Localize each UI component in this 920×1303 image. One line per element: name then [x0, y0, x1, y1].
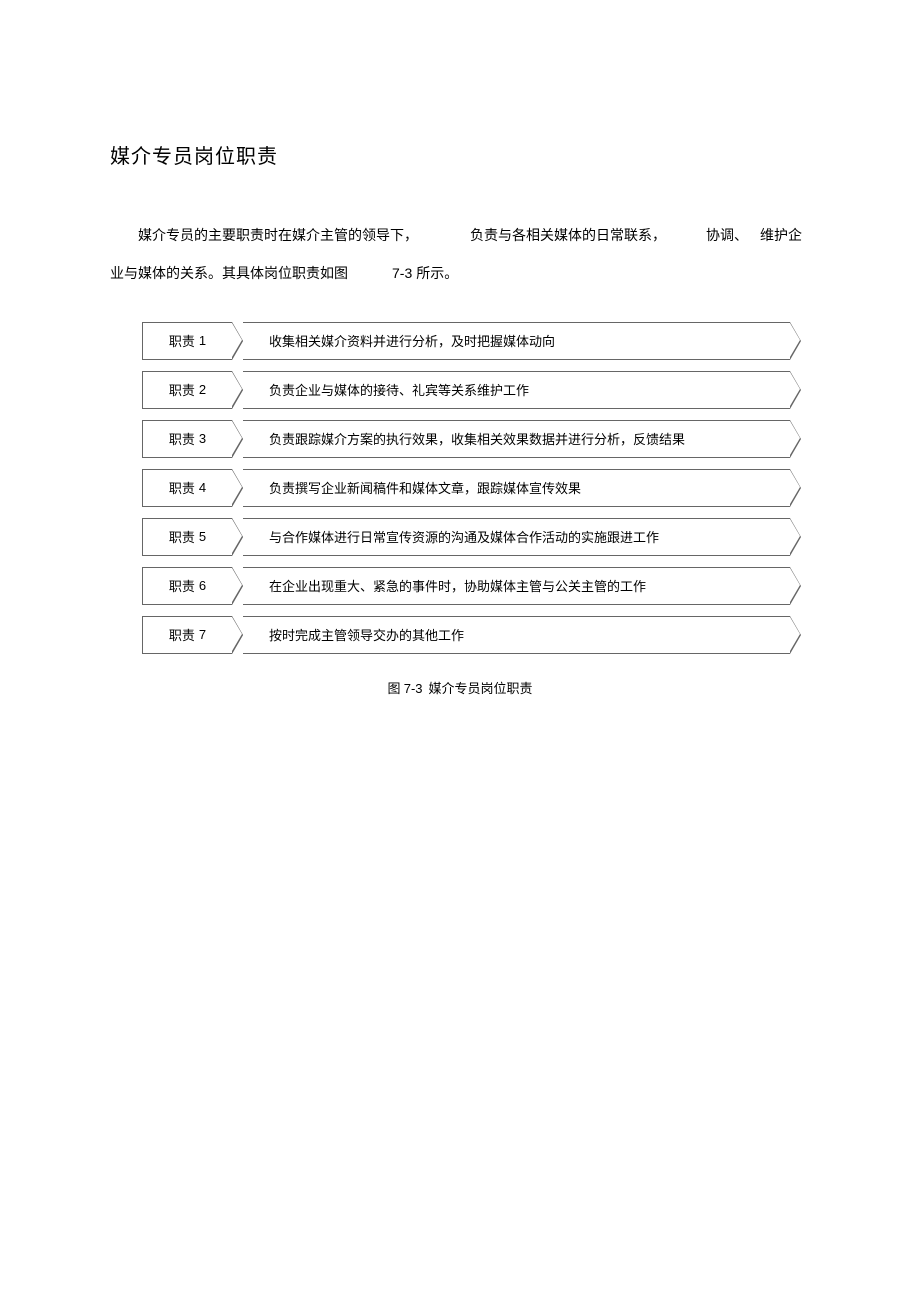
responsibility-label: 职责 7 [142, 616, 232, 654]
chevron-right-icon [232, 616, 243, 654]
chevron-right-icon [232, 518, 243, 556]
responsibility-row: 职责 3 负责跟踪媒介方案的执行效果，收集相关效果数据并进行分析，反馈结果 [142, 420, 790, 458]
responsibility-content: 按时完成主管领导交办的其他工作 [243, 616, 790, 654]
chevron-right-icon [790, 518, 801, 556]
responsibility-text: 在企业出现重大、紧急的事件时，协助媒体主管与公关主管的工作 [269, 576, 646, 595]
responsibility-content: 在企业出现重大、紧急的事件时，协助媒体主管与公关主管的工作 [243, 567, 790, 605]
responsibility-label-prefix: 职责 [169, 380, 195, 399]
responsibility-label-prefix: 职责 [169, 331, 195, 350]
responsibility-content: 负责企业与媒体的接待、礼宾等关系维护工作 [243, 371, 790, 409]
chevron-right-icon [232, 420, 243, 458]
intro-fig-ref: 7-3 [392, 265, 412, 281]
page-title: 媒介专员岗位职责 [110, 140, 810, 169]
chevron-right-icon [232, 371, 243, 409]
chevron-right-icon [790, 371, 801, 409]
intro-seg5: 所示。 [416, 267, 458, 282]
chevron-right-icon [790, 616, 801, 654]
chevron-right-icon [232, 567, 243, 605]
chevron-right-icon [790, 469, 801, 507]
intro-paragraph: 媒介专员的主要职责时在媒介主管的领导下，负责与各相关媒体的日常联系，协调、维护企… [110, 219, 810, 294]
figure-caption: 图 7-3 媒介专员岗位职责 [110, 678, 810, 697]
chevron-right-icon [790, 322, 801, 360]
responsibility-content: 负责撰写企业新闻稿件和媒体文章，跟踪媒体宣传效果 [243, 469, 790, 507]
responsibility-label-num: 1 [199, 333, 206, 348]
responsibility-label: 职责 1 [142, 322, 232, 360]
responsibility-row: 职责 6 在企业出现重大、紧急的事件时，协助媒体主管与公关主管的工作 [142, 567, 790, 605]
responsibilities-diagram: 职责1收集相关媒介资料并进行分析，及时把握媒体动向职责2负责企业与媒体的接待、礼… [142, 322, 790, 654]
responsibility-label-prefix: 职责 [169, 576, 195, 595]
responsibility-label: 职责 2 [142, 371, 232, 409]
responsibility-label-num: 6 [199, 578, 206, 593]
responsibility-row: 职责 2 负责企业与媒体的接待、礼宾等关系维护工作 [142, 371, 790, 409]
responsibility-text: 负责企业与媒体的接待、礼宾等关系维护工作 [269, 380, 529, 399]
responsibility-label-num: 7 [199, 627, 206, 642]
responsibility-text: 负责撰写企业新闻稿件和媒体文章，跟踪媒体宣传效果 [269, 478, 581, 497]
responsibility-label-prefix: 职责 [169, 478, 195, 497]
responsibility-label-num: 2 [199, 382, 206, 397]
intro-seg1: 媒介专员的主要职责时在媒介主管的领导下， [138, 229, 418, 244]
responsibility-label: 职责 3 [142, 420, 232, 458]
caption-text: 媒介专员岗位职责 [429, 681, 533, 696]
responsibility-label-num: 4 [199, 480, 206, 495]
responsibility-label-num: 3 [199, 431, 206, 446]
intro-seg2: 负责与各相关媒体的日常联系， [470, 229, 666, 244]
intro-seg3: 协调、 [706, 229, 748, 244]
responsibility-label: 职责 6 [142, 567, 232, 605]
responsibility-label-prefix: 职责 [169, 527, 195, 546]
responsibility-text: 负责跟踪媒介方案的执行效果，收集相关效果数据并进行分析，反馈结果 [269, 429, 685, 448]
responsibility-row: 职责 7 按时完成主管领导交办的其他工作 [142, 616, 790, 654]
responsibility-label: 职责 4 [142, 469, 232, 507]
caption-fig-num: 7-3 [404, 681, 423, 696]
chevron-right-icon [790, 567, 801, 605]
responsibility-label-prefix: 职责 [169, 625, 195, 644]
chevron-right-icon [232, 469, 243, 507]
responsibility-content: 负责跟踪媒介方案的执行效果，收集相关效果数据并进行分析，反馈结果 [243, 420, 790, 458]
responsibility-text: 与合作媒体进行日常宣传资源的沟通及媒体合作活动的实施跟进工作 [269, 527, 659, 546]
responsibility-content: 收集相关媒介资料并进行分析，及时把握媒体动向 [243, 322, 790, 360]
responsibility-content: 与合作媒体进行日常宣传资源的沟通及媒体合作活动的实施跟进工作 [243, 518, 790, 556]
responsibility-row: 职责 5 与合作媒体进行日常宣传资源的沟通及媒体合作活动的实施跟进工作 [142, 518, 790, 556]
chevron-right-icon [232, 322, 243, 360]
responsibility-label-prefix: 职责 [169, 429, 195, 448]
responsibility-row: 职责 4 负责撰写企业新闻稿件和媒体文章，跟踪媒体宣传效果 [142, 469, 790, 507]
chevron-right-icon [790, 420, 801, 458]
responsibility-text: 按时完成主管领导交办的其他工作 [269, 625, 464, 644]
responsibility-label: 职责 5 [142, 518, 232, 556]
responsibility-label-num: 5 [199, 529, 206, 544]
responsibility-row: 职责 1 收集相关媒介资料并进行分析，及时把握媒体动向 [142, 322, 790, 360]
responsibility-text: 收集相关媒介资料并进行分析，及时把握媒体动向 [269, 331, 555, 350]
caption-prefix: 图 [387, 681, 400, 696]
